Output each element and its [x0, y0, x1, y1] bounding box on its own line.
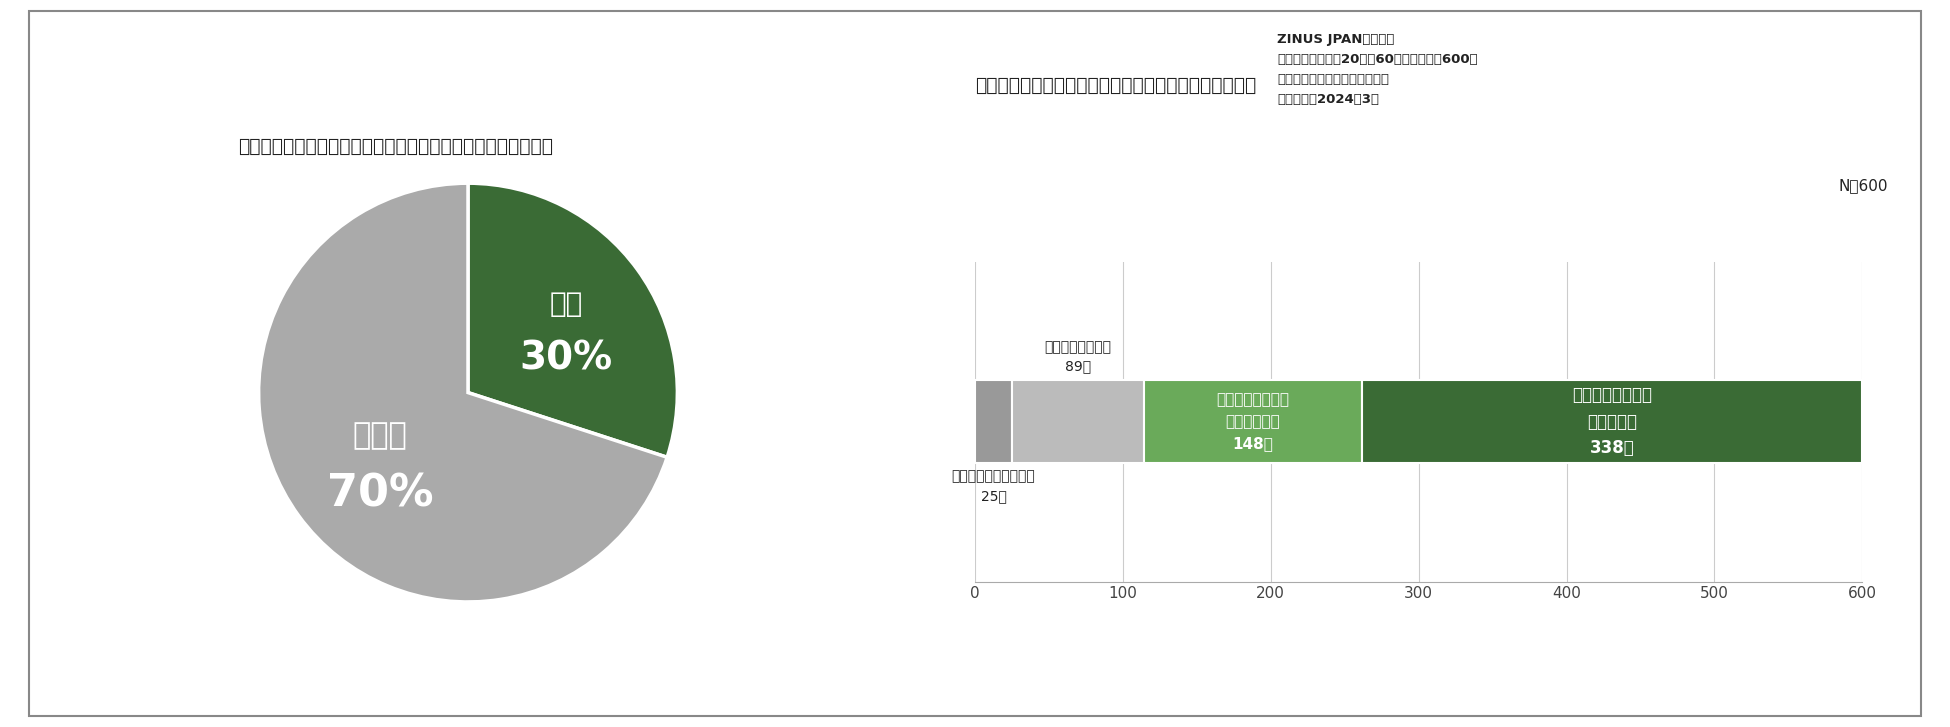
Text: 70%: 70% [328, 473, 433, 515]
Text: どちらかといえば
合っていない
148人: どちらかといえば 合っていない 148人 [1217, 392, 1289, 451]
Bar [1012, 380, 1143, 463]
Text: 現在使用しているベッドは自分の身体に合ってますか？: 現在使用しているベッドは自分の身体に合ってますか？ [975, 76, 1256, 95]
Bar [1363, 380, 1862, 463]
Text: いいえ: いいえ [353, 421, 408, 450]
Text: はい: はい [550, 291, 583, 318]
Text: とても合っている
89人: とても合っている 89人 [1045, 340, 1112, 374]
Wedge shape [259, 183, 667, 602]
Text: 自分の身体に合ったマットレスの選び方をわかっていますか？: 自分の身体に合ったマットレスの選び方をわかっていますか？ [238, 137, 552, 156]
Text: 30%: 30% [521, 340, 612, 378]
Bar [975, 380, 1012, 463]
Wedge shape [468, 183, 677, 457]
Bar [1143, 380, 1363, 463]
Text: どちらかといえば
合っている
338人: どちらかといえば 合っている 338人 [1572, 386, 1652, 457]
Text: まったく合っていない
25人: まったく合っていない 25人 [952, 470, 1035, 503]
Text: ZINUS JPAN株式会社
調査対象：全国の20代～60代以上の男女600人
調査方法：インターネット調査
調査実施：2024年3月: ZINUS JPAN株式会社 調査対象：全国の20代～60代以上の男女600人 … [1277, 33, 1478, 105]
Text: N＝600: N＝600 [1839, 178, 1888, 193]
